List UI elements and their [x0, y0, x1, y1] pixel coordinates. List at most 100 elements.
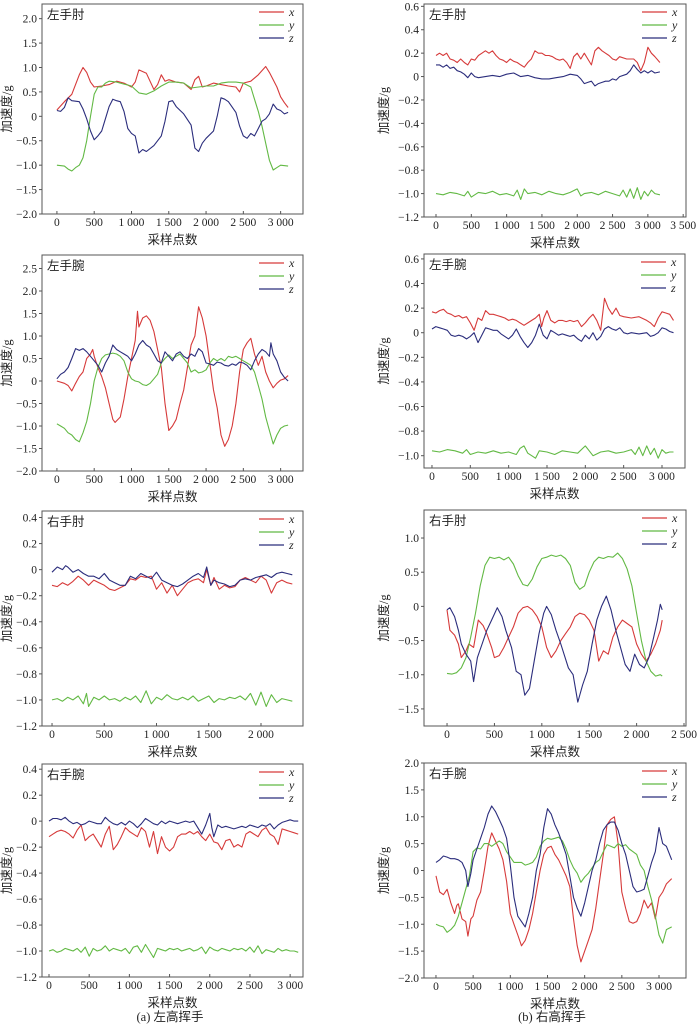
x-axis-title: 采样点数 [147, 489, 198, 504]
x-axis-title: 采样点数 [529, 486, 580, 501]
y-tick-label: −0.5 [16, 399, 37, 411]
series-group [446, 552, 663, 703]
legend-label-z: z [288, 282, 294, 296]
y-tick-label: 2.0 [405, 758, 420, 770]
y-tick-label: −1.5 [398, 704, 419, 716]
legend-label-x: x [288, 256, 295, 270]
y-tick-label: 0 [31, 376, 37, 388]
series-z-line [436, 64, 661, 87]
x-tick-label: 2 500 [671, 729, 697, 741]
legend: xyz [642, 5, 678, 45]
caption-left: (a) 左高挥手 [137, 1009, 204, 1024]
x-axis-title: 采样点数 [147, 744, 198, 759]
x-tick-label: 2 000 [572, 981, 598, 993]
y-tick-label: 0.4 [23, 764, 38, 776]
legend-label-y: y [288, 269, 295, 283]
chart-panel-7: 0 500 1 000 1 500 2 000 2 500 3 000 0.4 0.2 0 −0.2… [0, 763, 304, 1010]
y-tick-label: −0.2 [398, 95, 419, 107]
y-tick-label: 0 [413, 866, 419, 878]
legend-label-x: x [671, 5, 678, 19]
x-tick-label: 500 [486, 729, 504, 741]
x-tick-label: 1 500 [576, 729, 602, 741]
y-tick-label: −0.5 [398, 892, 419, 904]
y-tick-label: −0.2 [16, 591, 37, 603]
series-z-line [56, 339, 289, 382]
y-tick-label: −0.6 [398, 142, 419, 154]
legend-label-z: z [671, 31, 677, 45]
plot-frame [423, 3, 687, 218]
y-tick-label: 1.0 [405, 533, 420, 545]
y-tick-label: −0.6 [16, 643, 37, 655]
x-tick-label: 3 000 [268, 474, 294, 486]
y-tick-label: −0.8 [398, 426, 419, 438]
series-z-line [56, 97, 289, 154]
y-tick-label: 0.2 [405, 303, 420, 315]
y-tick-label: 0 [31, 565, 37, 577]
y-tick-label: 0.2 [405, 48, 420, 60]
x-axis-title: 采样点数 [147, 995, 198, 1010]
legend-label-y: y [671, 18, 678, 32]
y-tick-label: 0 [31, 816, 37, 828]
y-tick-label: −1.0 [398, 670, 419, 682]
legend-label-z: z [670, 281, 676, 295]
y-tick-label: −0.4 [16, 868, 37, 880]
series-group [431, 297, 674, 459]
x-tick-label: 3 500 [670, 220, 696, 232]
caption-right: (b) 右高挥手 [518, 1009, 586, 1024]
y-tick-label: 0.6 [405, 1, 420, 13]
legend-label-z: z [671, 790, 677, 804]
chart-panel-6: 0 500 1 000 1 500 2 000 2 500 1.0 0.5 0 −0.5 −1.0 −… [376, 509, 697, 759]
y-tick-label: 1.5 [23, 38, 38, 50]
y-tick-label: −1.0 [398, 451, 419, 463]
panel-title: 右手腕 [47, 767, 85, 782]
y-axis-title: 加速度/g [376, 846, 391, 894]
y-tick-label: −1.0 [16, 695, 37, 707]
legend-label-y: y [671, 777, 678, 791]
legend: xyz [642, 511, 678, 551]
x-axis-title: 采样点数 [530, 996, 581, 1011]
x-tick-label: 2 500 [611, 471, 637, 483]
y-tick-label: 0.2 [23, 790, 38, 802]
x-tick-label: 1 500 [529, 220, 555, 232]
y-tick-label: 0 [413, 72, 419, 84]
series-z-line [435, 805, 673, 928]
x-axis-title: 采样点数 [147, 232, 198, 247]
legend: xyz [259, 512, 295, 552]
x-tick-label: 3 000 [277, 980, 303, 992]
legend-label-y: y [288, 778, 295, 792]
y-tick-label: −0.6 [398, 402, 419, 414]
legend: xyz [259, 765, 295, 805]
series-group [51, 565, 293, 708]
legend-label-x: x [288, 765, 295, 779]
plot-frame [41, 510, 304, 727]
legend: xyz [642, 764, 678, 804]
x-tick-label: 500 [86, 217, 104, 229]
legend-label-x: x [671, 511, 678, 525]
panel-title: 右手腕 [429, 766, 467, 781]
y-tick-label: 1.0 [405, 812, 420, 824]
y-tick-label: 0.5 [405, 567, 420, 579]
x-tick-label: 2 000 [248, 729, 274, 741]
x-tick-label: 1 000 [497, 981, 523, 993]
x-tick-label: 2 000 [193, 217, 219, 229]
plot-frame [41, 763, 304, 978]
legend: xyz [259, 5, 295, 45]
legend-label-x: x [670, 255, 677, 269]
x-tick-label: 500 [86, 474, 104, 486]
series-z-line [48, 812, 299, 838]
y-tick-label: −2.0 [398, 973, 419, 985]
x-axis-title: 采样点数 [530, 744, 581, 759]
series-y-line [435, 836, 672, 944]
legend: xyz [259, 256, 295, 296]
series-x-line [56, 306, 289, 447]
panel-title: 右手肘 [47, 514, 85, 529]
y-tick-label: −1.5 [16, 185, 37, 197]
y-tick-label: −1.2 [16, 972, 37, 984]
y-tick-label: −0.8 [16, 920, 37, 932]
y-axis-title: 加速度/g [0, 846, 14, 894]
panel-title: 左手肘 [47, 7, 85, 22]
legend-label-y: y [288, 525, 295, 539]
x-tick-label: 2 500 [237, 980, 263, 992]
plot-frame [423, 253, 686, 469]
